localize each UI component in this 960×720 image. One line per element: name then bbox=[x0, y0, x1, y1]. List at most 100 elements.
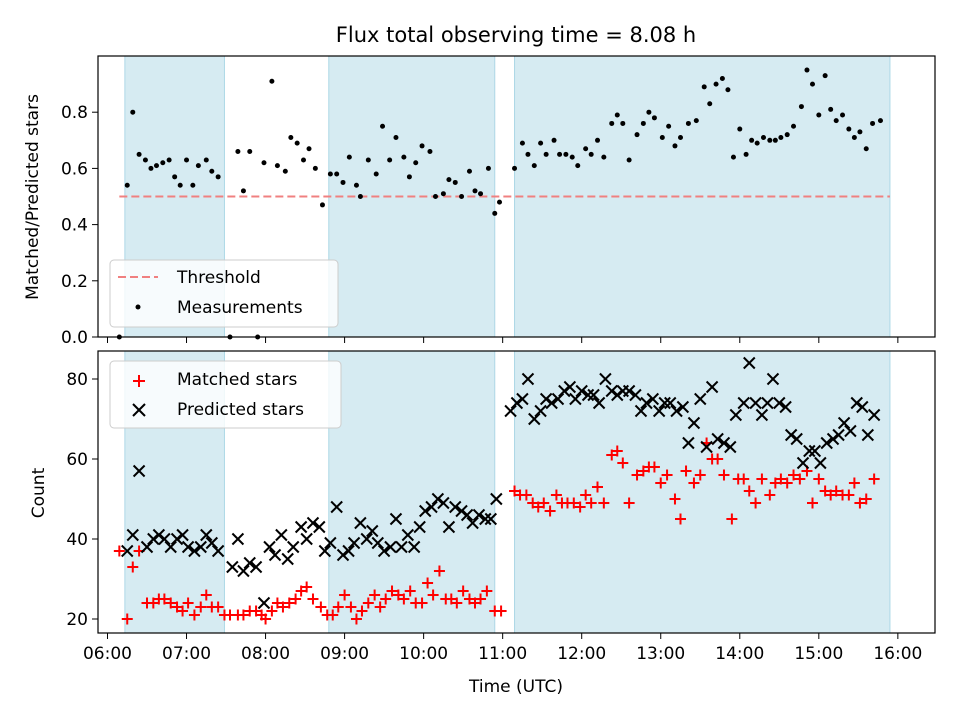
y-tick-label: 0.2 bbox=[61, 272, 88, 292]
predicted-stars-point bbox=[599, 372, 612, 386]
predicted-stars-point bbox=[490, 492, 503, 506]
measurement-point bbox=[130, 109, 136, 115]
predicted-stars-point bbox=[431, 492, 445, 506]
x-tick-label: 09:00 bbox=[320, 644, 369, 664]
predicted-stars-point bbox=[850, 396, 863, 410]
predicted-stars-point bbox=[796, 456, 810, 470]
measurement-point bbox=[446, 177, 452, 183]
matched-stars-point bbox=[527, 497, 539, 509]
predicted-stars-point bbox=[705, 380, 719, 394]
measurement-point bbox=[312, 165, 318, 171]
count-series bbox=[113, 356, 881, 625]
matched-stars-point bbox=[819, 485, 831, 497]
x-tick-label: 06:00 bbox=[83, 644, 132, 664]
predicted-stars-point bbox=[176, 528, 189, 542]
predicted-stars-point bbox=[700, 440, 713, 454]
measurement-point bbox=[282, 168, 288, 174]
legend-threshold-label: Threshold bbox=[176, 268, 261, 288]
matched-stars-point bbox=[195, 601, 207, 613]
measurement-point bbox=[804, 67, 810, 73]
matched-stars-point bbox=[868, 473, 880, 485]
matched-stars-point bbox=[301, 581, 313, 593]
matched-stars-point bbox=[606, 449, 618, 461]
predicted-stars-point bbox=[181, 540, 195, 554]
matched-stars-point bbox=[481, 585, 493, 597]
predicted-stars-point bbox=[658, 396, 671, 410]
predicted-stars-point bbox=[377, 544, 391, 558]
predicted-stars-point bbox=[755, 408, 769, 422]
predicted-stars-point bbox=[528, 412, 541, 426]
measurement-point bbox=[472, 188, 478, 194]
matched-stars-point bbox=[544, 505, 556, 517]
x-tick-label: 08:00 bbox=[241, 644, 290, 664]
predicted-stars-point bbox=[211, 544, 225, 558]
measurement-point bbox=[863, 146, 869, 152]
panel-ratio: 0.00.20.40.60.8 Matched/Predicted stars … bbox=[23, 55, 936, 348]
matched-stars-point bbox=[350, 613, 362, 625]
matched-stars-point bbox=[345, 601, 357, 613]
matched-stars-point bbox=[177, 605, 189, 617]
predicted-stars-point bbox=[687, 416, 701, 430]
measurement-point bbox=[319, 202, 325, 208]
measurement-point bbox=[707, 101, 713, 107]
matched-stars-point bbox=[775, 473, 787, 485]
predicted-stars-point bbox=[306, 516, 320, 530]
measurement-point bbox=[485, 165, 491, 171]
predicted-stars-point bbox=[622, 384, 636, 398]
predicted-stars-point bbox=[132, 464, 146, 478]
matched-stars-point bbox=[266, 605, 278, 617]
y-tick-label: 40 bbox=[66, 530, 88, 550]
matched-stars-point bbox=[369, 589, 381, 601]
predicted-stars-point bbox=[263, 540, 276, 554]
y-tick-label: 0.0 bbox=[61, 328, 88, 348]
predicted-stars-point bbox=[294, 520, 308, 534]
measurement-point bbox=[172, 174, 178, 180]
measurement-point bbox=[678, 134, 684, 140]
predicted-stars-point bbox=[790, 432, 803, 446]
measurement-point bbox=[459, 194, 465, 199]
matched-stars-point bbox=[495, 605, 507, 617]
predicted-stars-point bbox=[347, 536, 361, 550]
matched-stars-point bbox=[327, 609, 339, 621]
predicted-stars-point bbox=[551, 392, 565, 406]
predicted-stars-point bbox=[389, 512, 403, 526]
matched-stars-point bbox=[290, 593, 302, 605]
x-tick-label: 12:00 bbox=[557, 644, 606, 664]
y-tick-label: 0.8 bbox=[61, 103, 88, 123]
predicted-stars-point bbox=[563, 380, 577, 394]
legend-measurements-label: Measurements bbox=[177, 298, 303, 318]
measurement-point bbox=[525, 151, 531, 157]
measurement-point bbox=[440, 191, 446, 197]
predicted-stars-point bbox=[737, 396, 750, 410]
measurement-point bbox=[261, 160, 267, 166]
measurement-point bbox=[235, 149, 241, 155]
matched-stars-point bbox=[538, 497, 550, 509]
matched-stars-point bbox=[520, 489, 532, 501]
predicted-stars-point bbox=[313, 520, 326, 534]
measurement-point bbox=[543, 151, 549, 157]
predicted-stars-point bbox=[558, 384, 571, 398]
measurement-point bbox=[754, 140, 760, 146]
predicted-stars-point bbox=[694, 392, 707, 406]
measurement-point bbox=[419, 143, 425, 149]
measurement-point bbox=[142, 157, 148, 163]
predicted-stars-point bbox=[682, 436, 695, 450]
matched-stars-point bbox=[781, 477, 793, 489]
measurement-point bbox=[240, 188, 246, 194]
measurement-point bbox=[791, 123, 797, 129]
measurement-point bbox=[563, 151, 569, 157]
measurement-point bbox=[153, 163, 159, 169]
measurement-point bbox=[160, 160, 166, 166]
matched-stars-point bbox=[637, 465, 649, 477]
predicted-stars-point bbox=[342, 544, 355, 558]
predicted-stars-point bbox=[419, 504, 432, 518]
predicted-stars-point bbox=[249, 560, 263, 574]
predicted-stars-point bbox=[545, 396, 558, 410]
measurement-point bbox=[413, 160, 419, 166]
matched-stars-point bbox=[260, 613, 272, 625]
predicted-stars-point bbox=[226, 560, 239, 574]
x-tick-label: 14:00 bbox=[715, 644, 764, 664]
matched-stars-point bbox=[648, 461, 660, 473]
matched-stars-point bbox=[611, 445, 623, 457]
matched-stars-point bbox=[422, 577, 434, 589]
